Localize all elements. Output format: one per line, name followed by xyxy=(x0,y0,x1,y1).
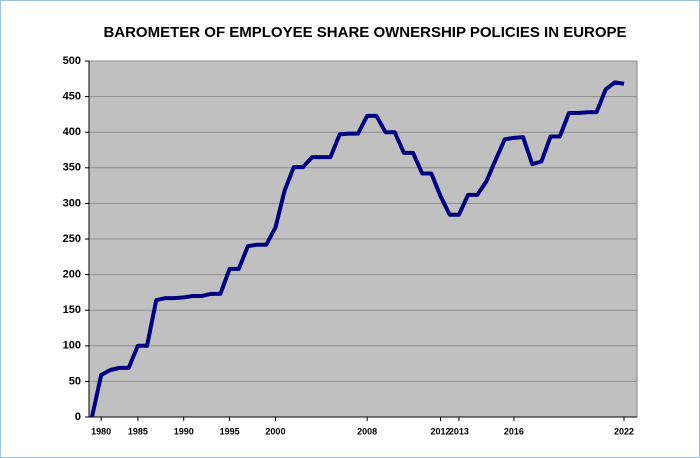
x-tick-label: 1980 xyxy=(91,426,111,436)
x-tick-label: 2012 xyxy=(431,426,451,436)
x-tick-label: 2013 xyxy=(449,426,469,436)
y-tick-label: 150 xyxy=(63,304,81,316)
chart-title: BAROMETER OF EMPLOYEE SHARE OWNERSHIP PO… xyxy=(103,24,626,41)
x-tick-label: 2000 xyxy=(265,426,285,436)
x-tick-label: 1990 xyxy=(174,426,194,436)
y-tick-label: 250 xyxy=(63,233,81,245)
y-tick-label: 0 xyxy=(75,411,81,423)
x-tick-label: 2008 xyxy=(357,426,377,436)
y-tick-label: 300 xyxy=(63,197,81,209)
y-tick-label: 350 xyxy=(63,162,81,174)
y-tick-label: 400 xyxy=(63,126,81,138)
x-tick-label: 2016 xyxy=(504,426,524,436)
y-tick-label: 200 xyxy=(63,269,81,281)
y-tick-label: 500 xyxy=(63,55,81,67)
y-tick-label: 100 xyxy=(63,340,81,352)
x-tick-label: 1985 xyxy=(128,426,148,436)
line-series xyxy=(90,80,625,418)
y-tick-label: 450 xyxy=(63,91,81,103)
x-tick-label: 1995 xyxy=(220,426,240,436)
x-tick-label: 2022 xyxy=(614,426,634,436)
y-tick-label: 50 xyxy=(69,375,81,387)
